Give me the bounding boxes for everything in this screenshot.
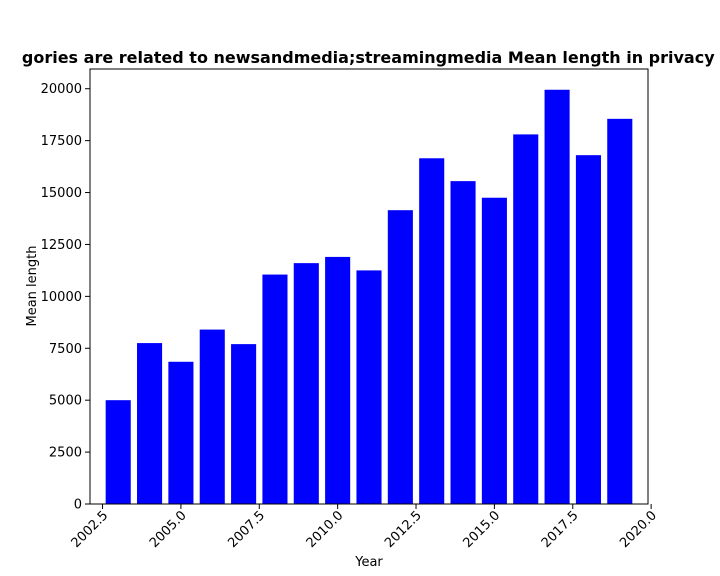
x-tick-label: 2012.5 [382, 508, 425, 551]
bar-2011 [356, 270, 382, 504]
x-tick-label: 2002.5 [69, 508, 112, 551]
y-axis-ticks: 0 2500 5000 7500 10000 12500 15000 17500 20000 [41, 82, 90, 513]
y-tick-label: 15000 [41, 186, 82, 201]
bar-2013 [419, 158, 445, 505]
bar-2012 [387, 210, 413, 505]
x-axis-ticks: 2002.5 2005.0 2007.5 2010.0 2012.5 2015.0 2017… [69, 504, 660, 551]
bar-2004 [137, 343, 163, 504]
bar-2018 [575, 155, 601, 505]
y-tick-label: 5000 [49, 394, 82, 409]
y-axis-label: Mean length [25, 246, 40, 327]
bar-2003 [105, 400, 131, 504]
x-tick-label: 2010.0 [304, 508, 347, 551]
bar-2010 [325, 256, 351, 504]
bar-2016 [513, 134, 539, 504]
bar-2008 [262, 274, 288, 504]
x-tick-label: 2007.5 [225, 508, 268, 551]
x-axis-label: Year [354, 555, 383, 570]
y-tick-label: 20000 [41, 82, 82, 97]
chart-title: gories are related to newsandmedia;strea… [22, 48, 720, 67]
y-tick-label: 2500 [49, 446, 82, 461]
y-tick-label: 10000 [41, 290, 82, 305]
x-tick-label: 2005.0 [147, 508, 190, 551]
bar-2014 [450, 181, 476, 505]
bars-group [105, 89, 633, 505]
y-tick-label: 17500 [41, 134, 82, 149]
x-tick-label: 2020.0 [617, 508, 660, 551]
bar-2005 [168, 361, 194, 504]
x-tick-label: 2015.0 [460, 508, 503, 551]
x-tick-label: 2017.5 [539, 508, 582, 551]
bar-2006 [199, 329, 225, 504]
plot-frame [89, 68, 649, 505]
bar-2015 [481, 197, 507, 504]
y-tick-label: 7500 [49, 342, 82, 357]
bar-2019 [607, 118, 633, 504]
bar-2017 [544, 89, 570, 504]
bar-2007 [231, 344, 257, 504]
y-tick-label: 0 [74, 498, 82, 513]
y-tick-label: 12500 [41, 238, 82, 253]
bar-2009 [293, 263, 319, 504]
